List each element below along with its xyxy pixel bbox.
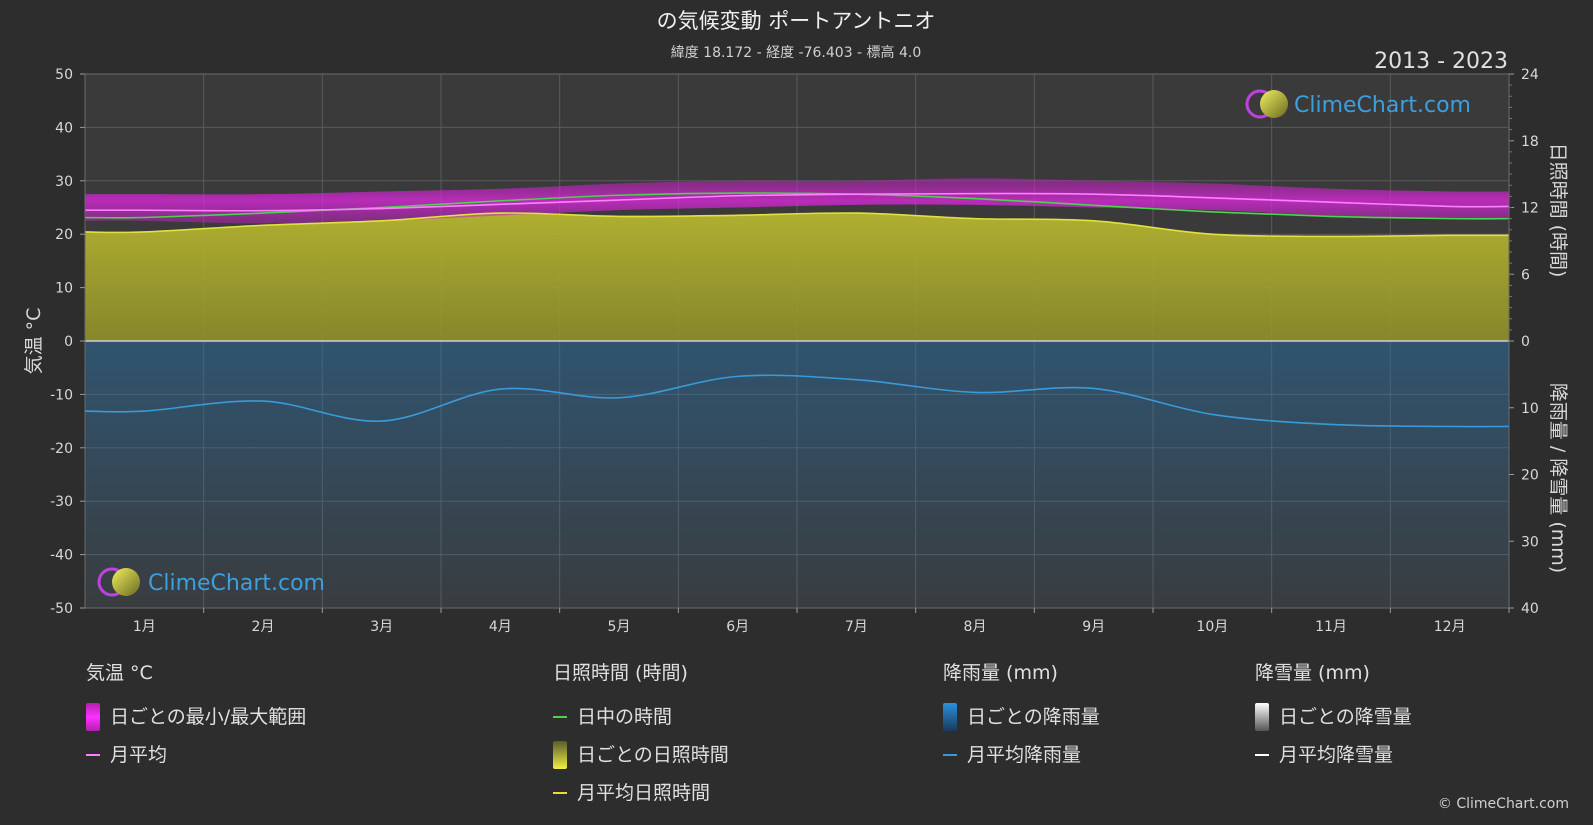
left-tick-label: -40 [50, 548, 73, 564]
legend-label: 日ごとの降雪量 [1279, 706, 1412, 728]
left-tick-label: 30 [55, 174, 73, 190]
left-tick-label: -30 [50, 494, 73, 510]
legend-rain-avg[interactable]: 月平均降雨量 [943, 736, 1100, 774]
month-label: 4月 [489, 619, 512, 635]
right-axis-title-sun: 日照時間 (時間) [1547, 143, 1569, 278]
right-rain-tick-label: 10 [1521, 401, 1539, 417]
legend-daily-rain[interactable]: 日ごとの降雨量 [943, 698, 1100, 736]
legend-snow-avg[interactable]: 月平均降雪量 [1255, 736, 1412, 774]
left-tick-label: 40 [55, 120, 73, 136]
legend-label: 日ごとの日照時間 [577, 744, 729, 766]
right-sun-tick-label: 18 [1521, 134, 1539, 150]
month-label: 8月 [964, 619, 987, 635]
month-label: 3月 [370, 619, 393, 635]
left-axis-title: 気温 °C [23, 308, 45, 375]
month-label: 9月 [1082, 619, 1105, 635]
left-tick-label: -10 [50, 387, 73, 403]
legend-label: 月平均降雪量 [1279, 744, 1394, 766]
sun-avg-line [85, 212, 1509, 238]
legend-snow-header: 降雪量 (mm) [1255, 662, 1370, 684]
chart-subtitle: 緯度 18.172 - 経度 -76.403 - 標高 4.0 [671, 44, 922, 61]
legend-sunshine: 日照時間 (時間) 日中の時間 日ごとの日照時間 月平均日照時間 [553, 660, 729, 812]
left-tick-label: -20 [50, 441, 73, 457]
legend-label: 月平均日照時間 [577, 782, 711, 804]
logo-sun-icon [112, 568, 140, 596]
legend-daylight[interactable]: 日中の時間 [553, 698, 729, 736]
climate-chart: の気候変動 ポートアントニオ 緯度 18.172 - 経度 -76.403 - … [23, 9, 1569, 635]
rain-avg-line [85, 374, 1509, 428]
month-label: 12月 [1434, 619, 1466, 635]
daily-sunshine-area [85, 212, 1509, 341]
legend-daily-snow[interactable]: 日ごとの降雪量 [1255, 698, 1412, 736]
climechart-logo-top[interactable]: ClimeChart.com [1245, 89, 1471, 119]
legend: 気温 °C 日ごとの最小/最大範囲 月平均 日照時間 (時間) 日中の時間 日ご… [0, 660, 1593, 820]
legend-daily-sun[interactable]: 日ごとの日照時間 [553, 736, 729, 774]
temp-avg-line [85, 192, 1509, 212]
daily-sun-swatch [553, 741, 567, 769]
left-tick-label: -50 [50, 601, 73, 617]
right-rain-tick-label: 30 [1521, 534, 1539, 550]
data-fills [85, 178, 1509, 608]
right-sun-tick-label: 12 [1521, 201, 1539, 217]
legend-temp-header: 気温 °C [86, 662, 153, 684]
legend-label: 日中の時間 [577, 706, 673, 728]
snow-avg-swatch [1255, 754, 1269, 756]
year-range: 2013 - 2023 [1374, 49, 1508, 74]
logo-text-top: ClimeChart.com [1294, 93, 1471, 118]
daylight-line [85, 192, 1509, 220]
legend-sun-avg[interactable]: 月平均日照時間 [553, 774, 729, 812]
month-label: 6月 [726, 619, 749, 635]
right-sun-tick-label: 6 [1521, 267, 1530, 283]
legend-label: 月平均降雨量 [967, 744, 1082, 766]
data-lines [85, 192, 1509, 428]
logo-text-bottom: ClimeChart.com [148, 571, 325, 596]
chart-title: の気候変動 ポートアントニオ [657, 9, 936, 33]
daily-rain-swatch [943, 703, 957, 731]
legend-temp-range[interactable]: 日ごとの最小/最大範囲 [86, 698, 306, 736]
legend-sun-header: 日照時間 (時間) [553, 662, 688, 684]
month-label: 10月 [1196, 619, 1228, 635]
copyright: © ClimeChart.com [1437, 796, 1569, 812]
legend-label: 日ごとの最小/最大範囲 [110, 706, 307, 728]
legend-label: 月平均 [110, 744, 168, 766]
legend-label: 日ごとの降雨量 [967, 706, 1100, 728]
right-axis-title-rain: 降雨量 / 降雪量 (mm) [1547, 383, 1569, 573]
daylight-swatch [553, 716, 567, 718]
left-tick-label: 10 [55, 281, 73, 297]
legend-rainfall: 降雨量 (mm) 日ごとの降雨量 月平均降雨量 [943, 660, 1100, 774]
month-label: 2月 [252, 619, 275, 635]
temp-avg-swatch [86, 754, 100, 756]
climechart-logo-bottom[interactable]: ClimeChart.com [97, 567, 325, 597]
right-sun-tick-label: 24 [1521, 67, 1539, 83]
month-label: 1月 [133, 619, 156, 635]
rain-avg-swatch [943, 754, 957, 756]
temp-range-swatch [86, 703, 100, 731]
left-tick-label: 50 [55, 67, 73, 83]
sun-avg-swatch [553, 792, 567, 794]
daily-snow-swatch [1255, 703, 1269, 731]
left-tick-label: 20 [55, 227, 73, 243]
month-label: 5月 [608, 619, 631, 635]
month-label: 11月 [1315, 619, 1347, 635]
legend-temperature: 気温 °C 日ごとの最小/最大範囲 月平均 [86, 660, 306, 774]
temp-range-band [85, 178, 1509, 224]
legend-rain-header: 降雨量 (mm) [943, 662, 1058, 684]
left-tick-label: 0 [64, 334, 73, 350]
right-rain-tick-label: 40 [1521, 601, 1539, 617]
legend-snowfall: 降雪量 (mm) 日ごとの降雪量 月平均降雪量 [1255, 660, 1412, 774]
legend-temp-avg[interactable]: 月平均 [86, 736, 306, 774]
axes: 50 40 30 20 10 0 -10 -20 -30 -40 -50 24 18 12 6 0 10 20 30… [50, 67, 1539, 635]
daily-rainfall-area [85, 341, 1509, 608]
right-sun-tick-label: 0 [1521, 334, 1530, 350]
right-rain-tick-label: 20 [1521, 468, 1539, 484]
month-label: 7月 [845, 619, 868, 635]
logo-sun-icon [1260, 90, 1288, 118]
